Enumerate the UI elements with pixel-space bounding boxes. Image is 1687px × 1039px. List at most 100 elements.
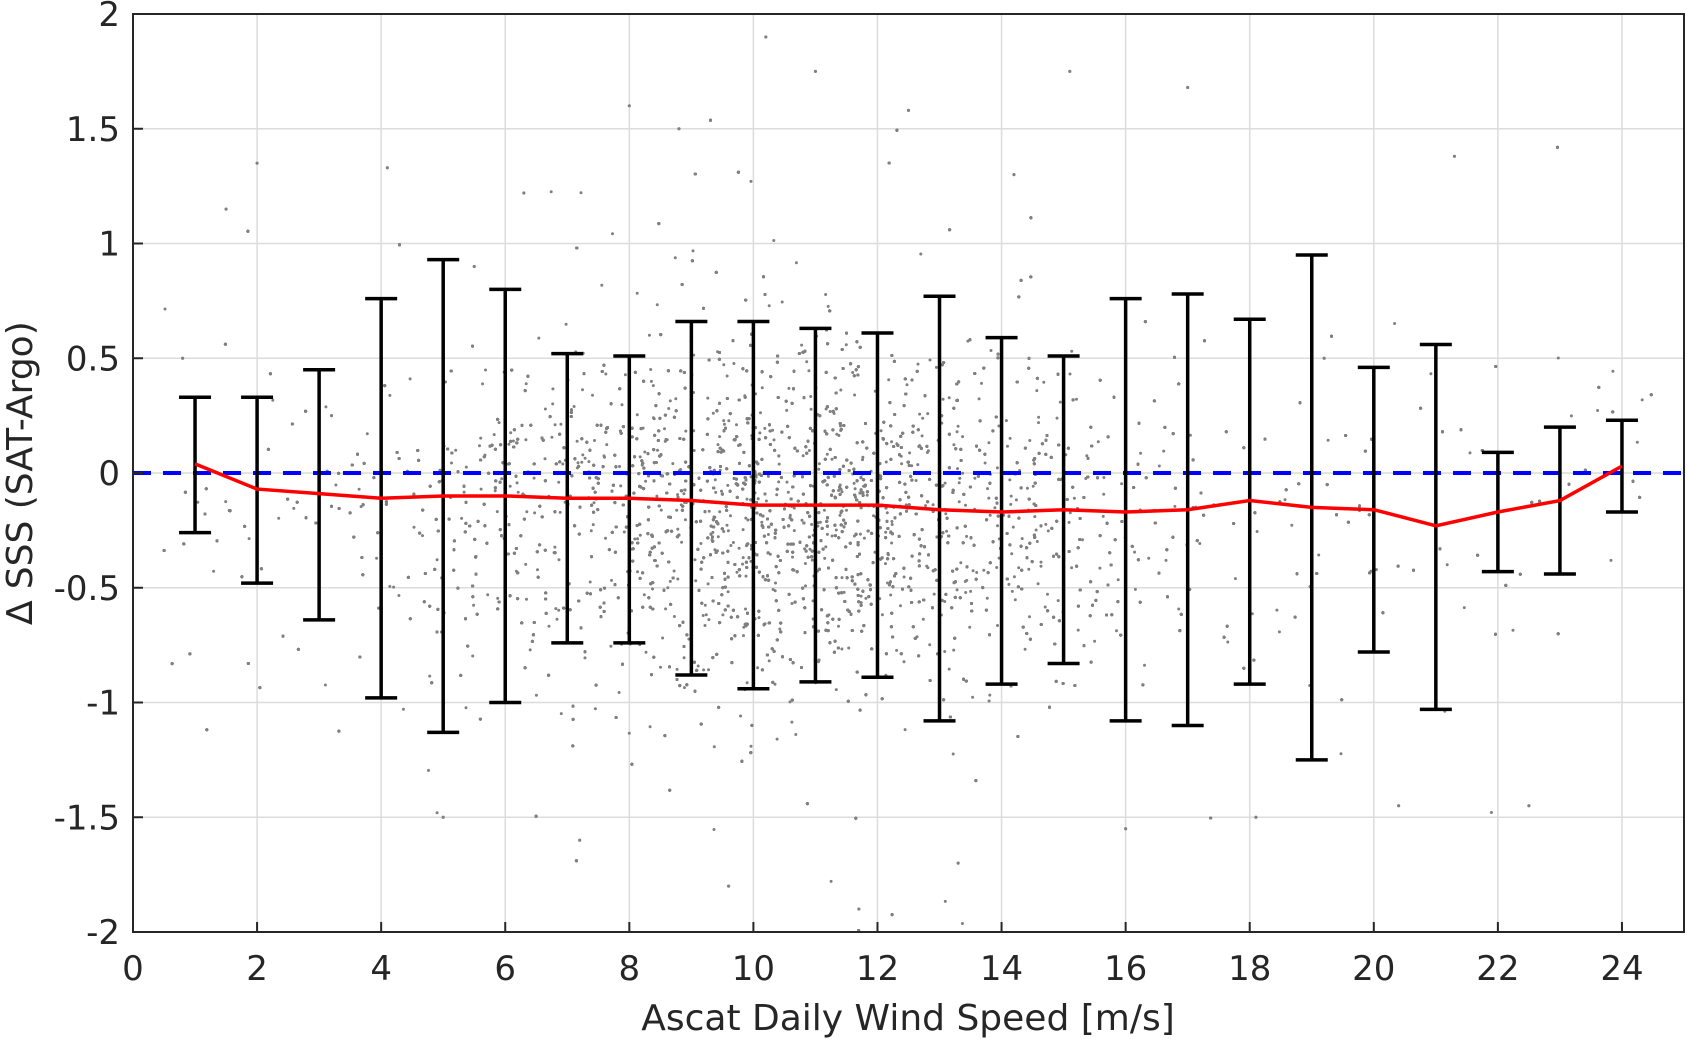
- scatter-point: [960, 922, 964, 925]
- scatter-point: [602, 454, 606, 458]
- scatter-point: [1033, 515, 1037, 519]
- scatter-point: [889, 593, 893, 597]
- scatter-point: [1014, 498, 1018, 502]
- scatter-point: [1115, 629, 1118, 633]
- scatter-point: [277, 516, 281, 520]
- scatter-point: [729, 544, 733, 547]
- scatter-point: [1116, 578, 1120, 582]
- scatter-point: [622, 530, 626, 534]
- scatter-point: [557, 480, 561, 484]
- scatter-point: [543, 407, 547, 411]
- scatter-point: [619, 484, 623, 488]
- scatter-point: [713, 478, 717, 482]
- scatter-point: [817, 467, 821, 471]
- scatter-point: [604, 372, 608, 376]
- scatter-point: [790, 720, 794, 724]
- scatter-point: [554, 607, 558, 611]
- scatter-point: [885, 511, 889, 515]
- scatter-point: [926, 449, 930, 453]
- scatter-point: [683, 518, 687, 522]
- scatter-point: [450, 461, 453, 465]
- scatter-point: [852, 481, 856, 485]
- scatter-point: [663, 427, 666, 431]
- scatter-point: [834, 688, 838, 692]
- scatter-point: [357, 487, 361, 491]
- scatter-point: [1028, 439, 1032, 442]
- scatter-point: [947, 667, 951, 671]
- scatter-point: [880, 613, 884, 617]
- scatter-point: [1023, 647, 1027, 651]
- scatter-point: [837, 489, 841, 492]
- scatter-point: [388, 585, 392, 588]
- scatter-point: [1139, 451, 1143, 455]
- scatter-point: [1611, 369, 1615, 373]
- scatter-point: [1198, 542, 1202, 545]
- scatter-point: [844, 343, 848, 347]
- scatter-point: [965, 578, 969, 582]
- scatter-point: [1164, 558, 1168, 562]
- scatter-point: [971, 695, 975, 699]
- scatter-point: [756, 666, 760, 670]
- scatter-point: [579, 191, 583, 195]
- scatter-point: [551, 387, 555, 391]
- scatter-point: [955, 588, 959, 592]
- scatter-point: [1027, 567, 1031, 571]
- scatter-point: [735, 570, 739, 574]
- scatter-point: [649, 368, 653, 371]
- scatter-point: [532, 476, 536, 480]
- scatter-point: [643, 450, 647, 454]
- scatter-point: [680, 540, 684, 544]
- scatter-point: [1056, 599, 1060, 603]
- scatter-point: [427, 768, 430, 772]
- scatter-point: [759, 411, 762, 415]
- scatter-point: [1068, 372, 1072, 376]
- scatter-point: [982, 568, 986, 572]
- scatter-point: [428, 674, 432, 678]
- scatter-point: [830, 457, 834, 461]
- scatter-point: [553, 423, 557, 427]
- scatter-point: [1233, 577, 1237, 581]
- scatter-point: [592, 501, 596, 505]
- scatter-point: [988, 513, 992, 517]
- scatter-point: [500, 477, 504, 481]
- scatter-point: [516, 490, 520, 494]
- scatter-point: [721, 613, 725, 617]
- scatter-point: [1013, 598, 1017, 602]
- scatter-point: [479, 487, 483, 491]
- scatter-point: [986, 487, 989, 491]
- scatter-point: [825, 532, 829, 536]
- scatter-point: [524, 438, 528, 442]
- scatter-point: [1489, 811, 1493, 814]
- scatter-point: [589, 529, 593, 533]
- scatter-point: [454, 448, 458, 452]
- scatter-point: [605, 443, 609, 447]
- scatter-point: [271, 398, 275, 402]
- scatter-point: [1081, 538, 1084, 542]
- scatter-point: [834, 528, 838, 532]
- scatter-point: [817, 462, 821, 466]
- scatter-point: [729, 514, 732, 518]
- scatter-point: [1511, 628, 1515, 632]
- scatter-point: [722, 363, 726, 367]
- scatter-point: [1035, 389, 1039, 393]
- scatter-point: [794, 261, 798, 265]
- scatter-point: [323, 683, 327, 687]
- scatter-point: [800, 518, 804, 522]
- scatter-point: [980, 381, 983, 385]
- scatter-point: [726, 529, 730, 533]
- scatter-point: [1046, 529, 1050, 533]
- scatter-point: [511, 439, 515, 443]
- scatter-point: [722, 530, 726, 533]
- scatter-point: [492, 433, 496, 437]
- scatter-point: [435, 558, 439, 562]
- scatter-point: [884, 562, 887, 566]
- scatter-point: [334, 483, 338, 487]
- scatter-point: [908, 451, 912, 455]
- scatter-point: [859, 601, 863, 605]
- scatter-point: [1075, 397, 1078, 401]
- scatter-point: [749, 179, 753, 183]
- scatter-point: [777, 462, 781, 466]
- scatter-point: [408, 377, 412, 381]
- scatter-point: [675, 667, 679, 671]
